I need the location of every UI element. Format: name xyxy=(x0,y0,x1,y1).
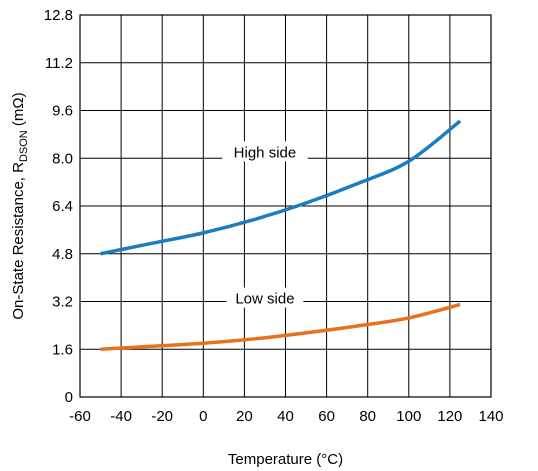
x-tick-label: 140 xyxy=(478,408,503,425)
y-tick-label: 3.2 xyxy=(52,294,73,311)
y-axis-label: On-State Resistance, RDSON (mΩ) xyxy=(10,92,30,319)
x-tick-label: 100 xyxy=(396,408,421,425)
y-tick-labels: 0 1.6 3.2 4.8 6.4 8.0 9.6 11.2 12.8 xyxy=(44,7,73,406)
y-tick-label: 6.4 xyxy=(52,198,73,215)
y-tick-label: 11.2 xyxy=(45,55,73,72)
x-tick-label: -60 xyxy=(69,408,91,425)
x-tick-label: 40 xyxy=(277,408,294,425)
x-tick-label: -40 xyxy=(110,408,132,425)
y-tick-label: 0 xyxy=(65,389,73,406)
y-tick-label: 1.6 xyxy=(52,341,73,358)
x-tick-label: 20 xyxy=(236,408,253,425)
y-tick-label: 8.0 xyxy=(52,150,73,167)
x-tick-labels: -60 -40 -20 0 20 40 60 80 100 120 140 xyxy=(69,408,503,425)
annotations: High side Low side xyxy=(222,141,308,308)
annotation-background xyxy=(226,287,304,308)
grid xyxy=(79,14,492,398)
y-axis-label-main: On-State Resistance, R xyxy=(10,162,27,320)
series-group xyxy=(100,119,462,351)
y-axis-label-subscript: DSON xyxy=(18,130,30,162)
y-axis-label-unit: (mΩ) xyxy=(10,92,27,130)
y-tick-label: 4.8 xyxy=(52,246,73,263)
series-line-low-side xyxy=(100,302,461,351)
x-tick-label: 120 xyxy=(437,408,462,425)
x-tick-label: 60 xyxy=(318,408,335,425)
series-line-high-side xyxy=(100,119,462,256)
annotation-high-side: High side xyxy=(234,144,297,161)
y-tick-label: 9.6 xyxy=(52,103,73,120)
x-tick-label: 80 xyxy=(359,408,376,425)
annotation-background xyxy=(222,141,308,162)
annotation-low-side: Low side xyxy=(235,291,294,308)
y-tick-label: 12.8 xyxy=(44,7,73,24)
x-tick-label: -20 xyxy=(151,408,173,425)
x-axis-label: Temperature (°C) xyxy=(228,451,343,468)
plot-frame xyxy=(79,14,492,398)
x-tick-label: 0 xyxy=(199,408,207,425)
